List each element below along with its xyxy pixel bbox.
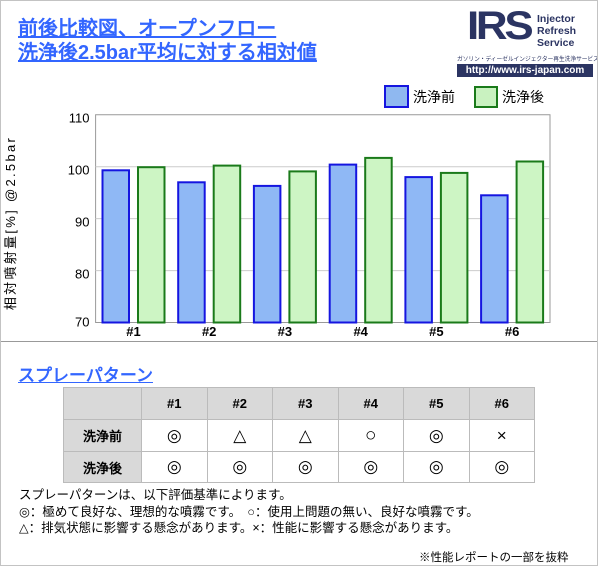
svg-text:相対噴射量[%] @2.5bar: 相対噴射量[%] @2.5bar: [3, 136, 18, 310]
svg-text:Service: Service: [537, 37, 575, 49]
svg-text:90: 90: [75, 214, 89, 229]
svg-text:#5: #5: [429, 324, 443, 339]
svg-text:#2: #2: [202, 324, 216, 339]
svg-text:70: 70: [75, 315, 89, 330]
svg-text:洗浄前: 洗浄前: [413, 89, 455, 105]
svg-text:Refresh: Refresh: [537, 25, 576, 37]
svg-text:Injector: Injector: [537, 13, 575, 25]
svg-text:#6: #6: [505, 324, 519, 339]
svg-text:#1: #1: [126, 324, 140, 339]
svg-text:#3: #3: [278, 324, 292, 339]
svg-text:IRS: IRS: [467, 11, 533, 48]
svg-text:洗浄後: 洗浄後: [502, 89, 544, 105]
svg-text:100: 100: [68, 163, 90, 178]
svg-text:110: 110: [69, 111, 90, 126]
svg-text:80: 80: [75, 266, 89, 281]
svg-text:#4: #4: [353, 324, 368, 339]
